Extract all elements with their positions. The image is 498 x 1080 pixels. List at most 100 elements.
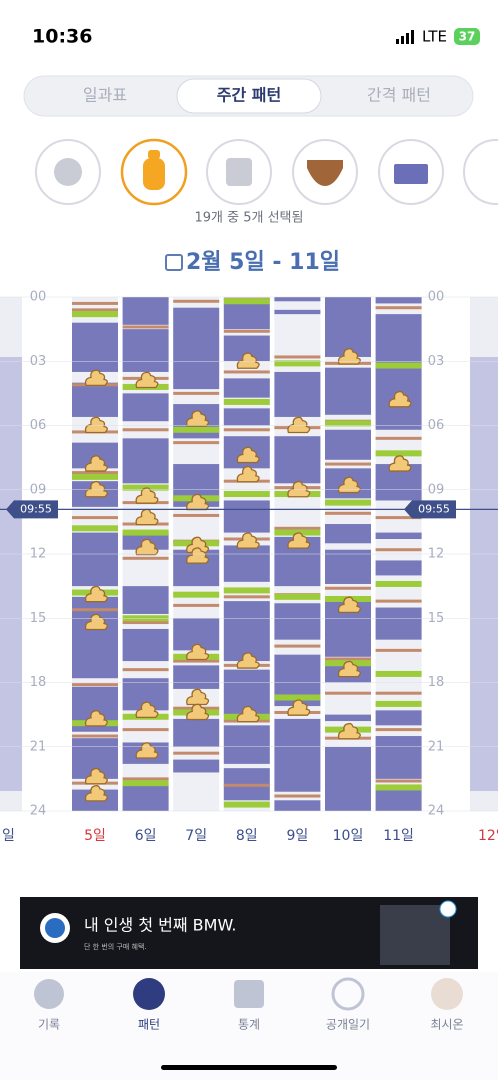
feed-mark xyxy=(325,657,371,661)
feed-mark xyxy=(375,779,422,783)
filter-more[interactable] xyxy=(463,139,498,205)
feed-mark xyxy=(122,556,169,560)
feed-mark xyxy=(223,329,270,333)
nav-label[interactable]: 패턴 xyxy=(138,1018,160,1032)
play-mark xyxy=(223,298,270,305)
tab[interactable]: 간격 패턴 xyxy=(367,86,431,105)
poop-icon xyxy=(135,508,159,526)
nav-avatar xyxy=(431,978,463,1010)
poop-icon xyxy=(236,652,260,669)
sleep-block xyxy=(122,785,169,811)
sleep-block xyxy=(122,438,169,484)
feed-mark xyxy=(375,548,422,552)
feed-mark xyxy=(325,586,371,590)
hour-label: 24 xyxy=(30,804,47,819)
feed-mark xyxy=(375,691,422,695)
feed-mark xyxy=(72,683,118,687)
nav-label[interactable]: 통계 xyxy=(238,1018,260,1032)
feed-mark xyxy=(72,301,118,305)
sleep-block xyxy=(173,718,220,747)
poop-icon xyxy=(135,701,159,718)
feed-mark xyxy=(173,513,220,517)
poop-icon xyxy=(84,785,108,802)
feed-mark xyxy=(375,599,422,603)
selected-count: 19개 중 5개 선택됨 xyxy=(195,211,304,226)
nav-icon xyxy=(34,979,64,1009)
poop-icon xyxy=(388,455,412,472)
sleep-block xyxy=(375,736,422,779)
nav-label[interactable]: 최시온 xyxy=(430,1018,463,1032)
play-mark xyxy=(325,499,371,506)
day-label: 8일 xyxy=(236,828,258,844)
play-mark xyxy=(72,473,118,480)
poop-icon xyxy=(84,710,108,727)
poop-icon xyxy=(84,585,108,603)
feed-mark xyxy=(325,511,371,515)
poop-icon xyxy=(287,699,311,716)
poop-icon xyxy=(388,390,412,408)
play-mark xyxy=(274,360,321,367)
sleep-block xyxy=(72,322,118,372)
sleep-block xyxy=(122,586,169,614)
feed-mark xyxy=(72,471,118,475)
sleep-block xyxy=(223,725,270,764)
tab[interactable]: 일과표 xyxy=(83,86,127,105)
day-label: 10일 xyxy=(333,828,364,844)
filter-icons xyxy=(35,138,498,206)
sleep-block xyxy=(122,297,169,325)
poop-icon xyxy=(337,722,361,740)
play-mark xyxy=(122,780,169,787)
nav-icon xyxy=(234,980,264,1008)
tab[interactable]: 주간 패턴 xyxy=(217,86,281,105)
sleep-block xyxy=(325,549,371,584)
hour-label: 03 xyxy=(428,354,445,369)
sleep-block xyxy=(274,309,321,315)
feed-mark xyxy=(72,608,118,612)
ad-subtitle: 단 한 번의 구매 혜택. xyxy=(84,942,147,951)
play-mark xyxy=(375,362,422,369)
feed-mark xyxy=(375,516,422,520)
poop-icon xyxy=(135,538,159,556)
date-range[interactable]: 2월 5일 - 11일 xyxy=(186,250,340,275)
feed-mark xyxy=(173,441,220,445)
sleep-block xyxy=(274,603,321,640)
hour-label: 09 xyxy=(428,482,445,497)
play-mark xyxy=(173,426,220,433)
poop-icon xyxy=(287,480,311,498)
hour-label: 18 xyxy=(428,675,445,690)
feed-mark xyxy=(375,648,422,652)
home-indicator xyxy=(161,1065,337,1070)
poop-icon xyxy=(337,476,361,494)
ad-title: 내 인생 첫 번째 BMW. xyxy=(84,916,237,935)
play-mark xyxy=(375,450,422,457)
feed-mark xyxy=(122,777,169,781)
feed-mark xyxy=(72,734,118,738)
feed-mark xyxy=(223,595,270,599)
play-mark xyxy=(72,311,118,318)
sleep-block xyxy=(375,297,422,304)
sleep-block xyxy=(375,314,422,430)
status-network: LTE xyxy=(422,28,447,46)
battery-level: 37 xyxy=(459,30,476,44)
hour-label: 06 xyxy=(30,418,47,433)
sleep-block xyxy=(274,800,321,811)
nav-label[interactable]: 공개일기 xyxy=(326,1018,370,1032)
sleep-block xyxy=(325,746,371,811)
sleep-block xyxy=(375,560,422,576)
hour-label: 12 xyxy=(428,547,445,562)
play-mark xyxy=(122,529,169,536)
sleep-block xyxy=(274,436,321,484)
sleep-block xyxy=(122,628,169,662)
poop-icon xyxy=(186,547,210,564)
nav-label[interactable]: 기록 xyxy=(38,1018,60,1032)
hour-label: 03 xyxy=(30,354,47,369)
poop-icon xyxy=(236,705,260,723)
sleep-block xyxy=(122,393,169,422)
day-label: 일 xyxy=(2,828,15,844)
feed-mark xyxy=(72,308,118,312)
sleep-block xyxy=(223,378,270,398)
poop-icon xyxy=(337,348,361,365)
ad-info[interactable] xyxy=(439,900,457,918)
